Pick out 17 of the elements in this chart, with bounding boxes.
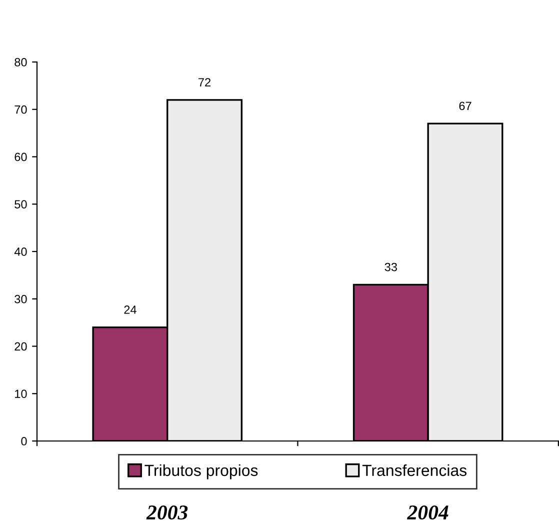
y-tick-label: 20 (14, 342, 27, 351)
data-label: 67 (459, 102, 472, 110)
data-label: 72 (198, 78, 210, 86)
y-tick-label: 60 (14, 152, 27, 162)
y-tick-label: 70 (14, 105, 27, 114)
x-tick-label: 2004 (406, 505, 448, 520)
legend-label: Transferencias (362, 464, 467, 476)
y-tick-label: 10 (15, 390, 27, 398)
y-tick-label: 30 (14, 294, 27, 304)
data-label: 33 (384, 262, 397, 272)
y-tick-label: 50 (14, 200, 27, 209)
y-tick-label: 40 (14, 248, 27, 256)
y-tick-label: 0 (21, 437, 27, 446)
data-label: 24 (124, 305, 136, 314)
y-tick-label: 80 (14, 58, 27, 66)
x-tick-label: 2003 (146, 505, 188, 520)
legend-label: Tributos propios (144, 464, 258, 480)
